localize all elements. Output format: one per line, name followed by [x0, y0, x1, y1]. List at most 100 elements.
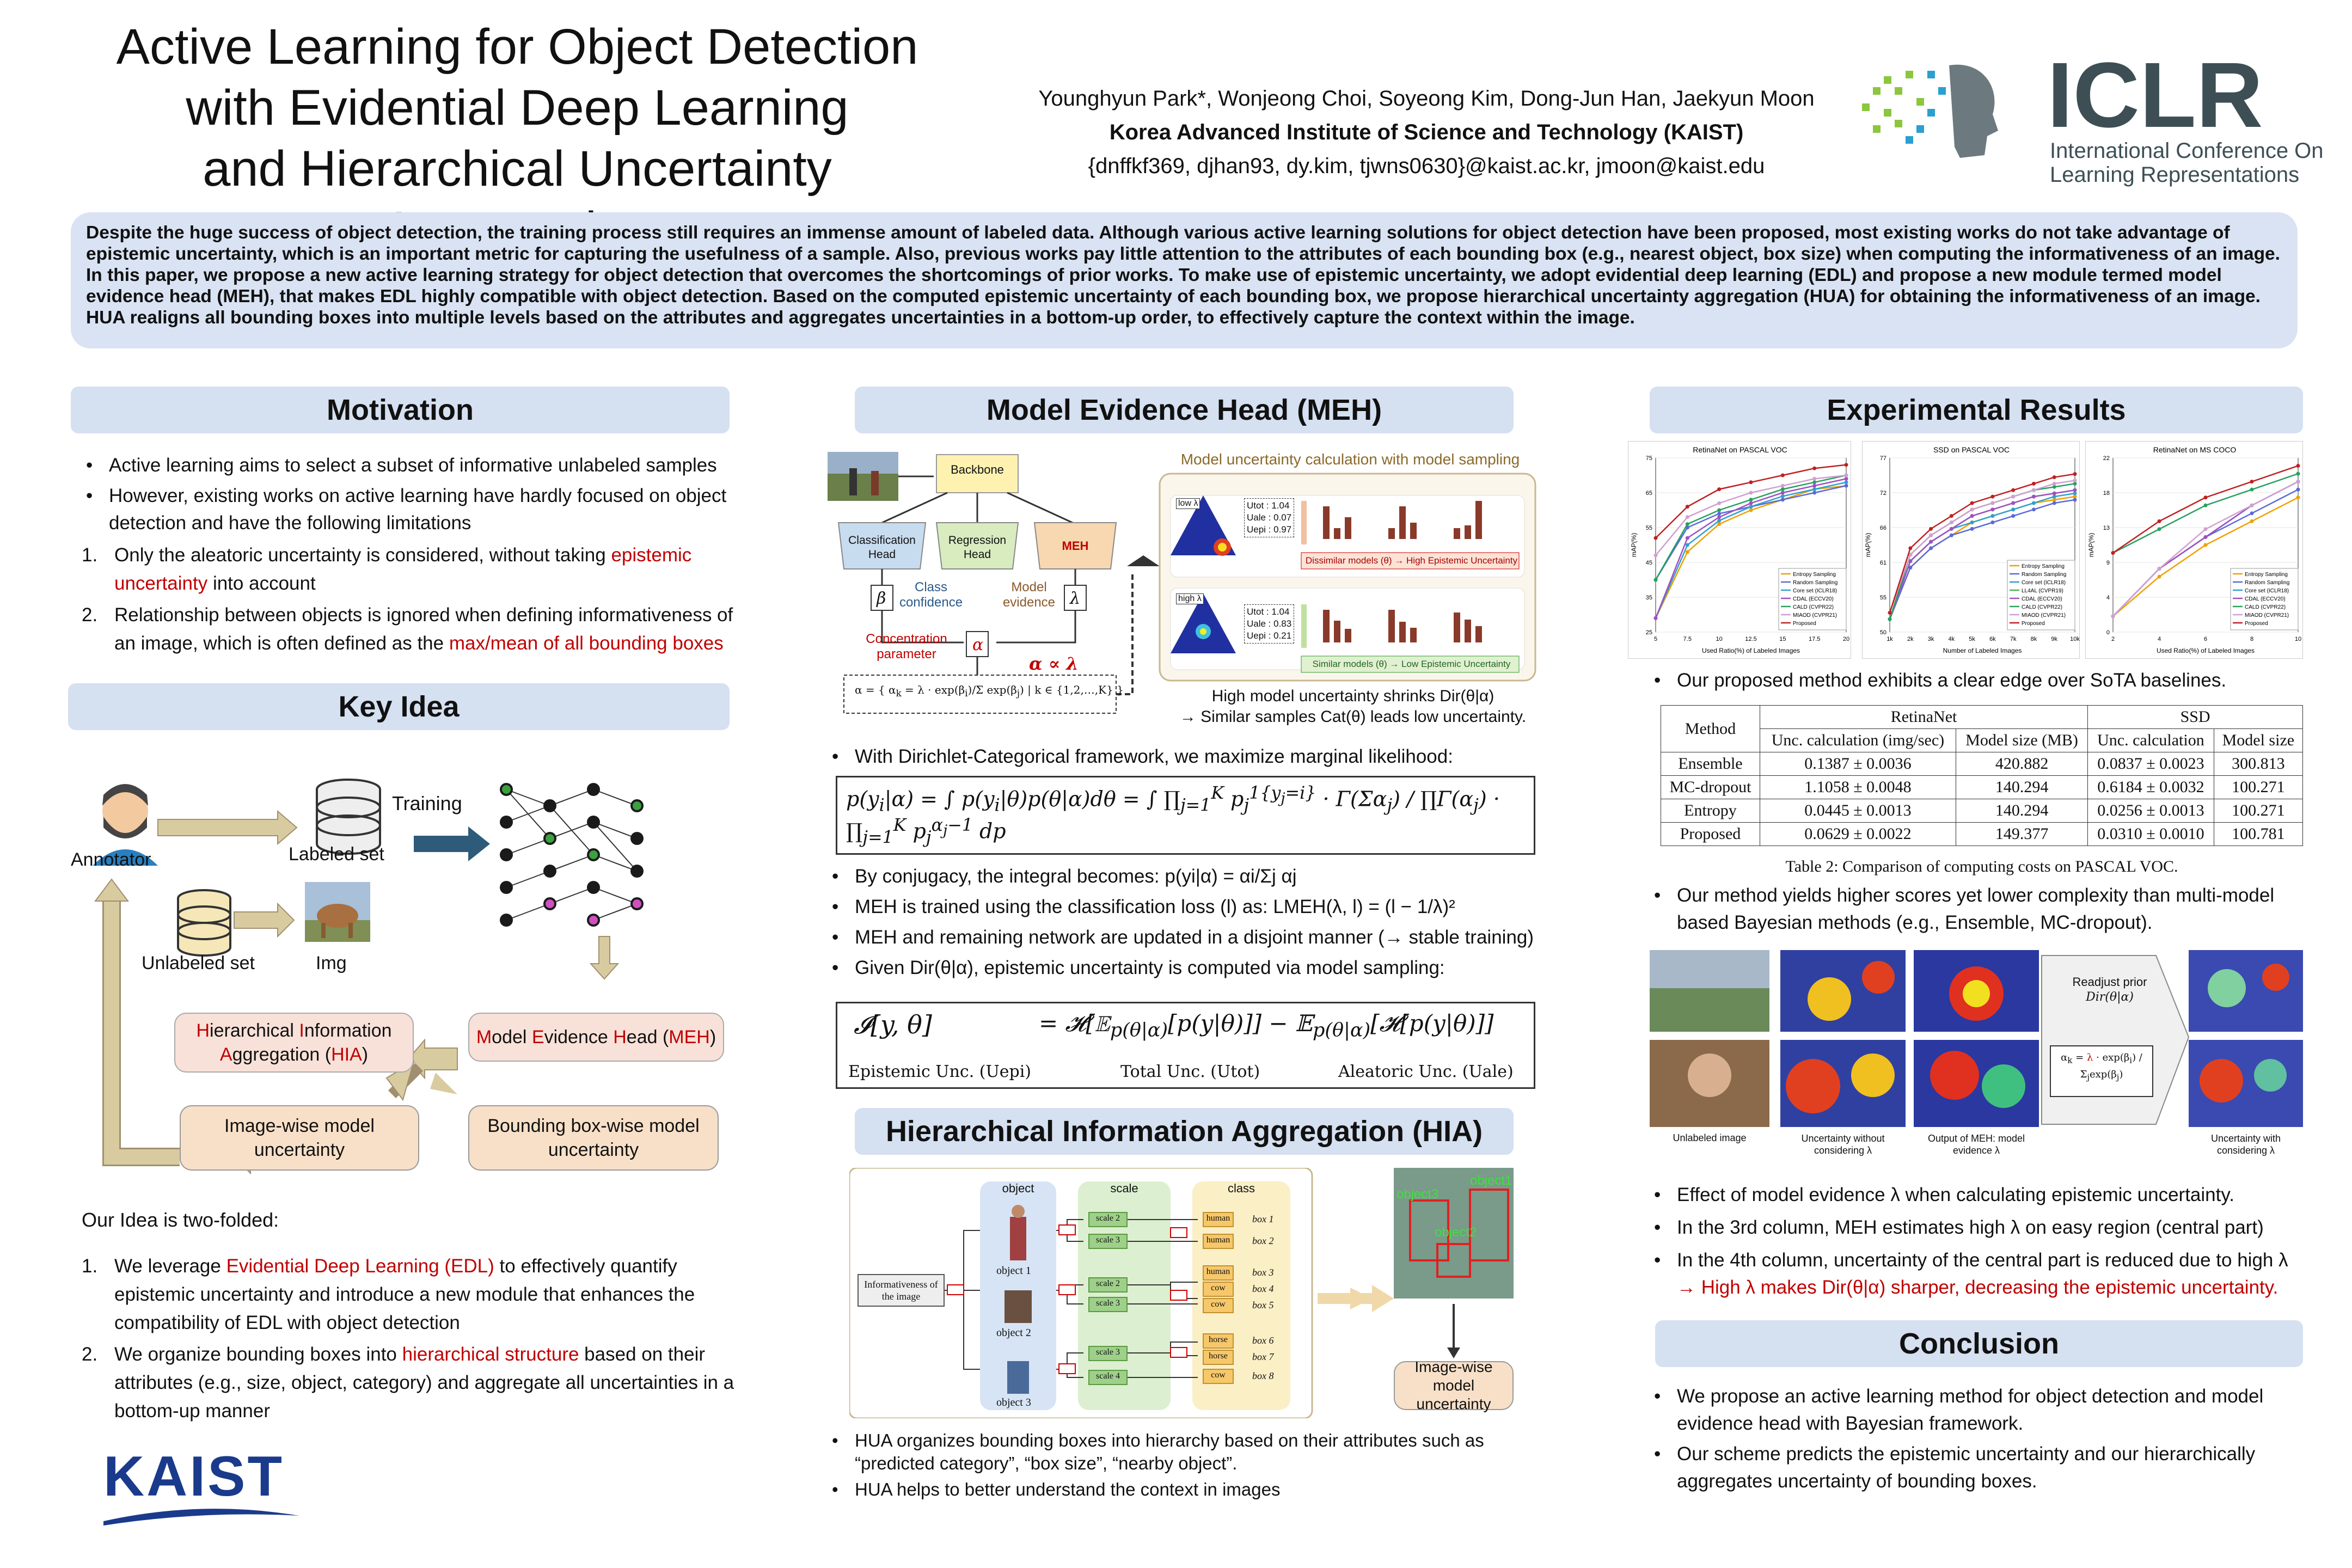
unlabeled-set-label: Unlabeled set: [142, 953, 255, 973]
data-point: [1990, 494, 1995, 499]
data-point: [1780, 491, 1785, 495]
data-point: [1717, 515, 1722, 519]
legend-entry: Random Sampling: [1793, 580, 1837, 586]
series-line: [2112, 473, 2299, 554]
regression-head-label: Regression Head: [948, 534, 1007, 561]
hia-class-1: human: [1206, 1214, 1230, 1223]
marginal-likelihood-equation: p(yi|α) = ∫ p(yi|θ)p(θ|α)dθ = ∫ ∏j=1K pj…: [836, 776, 1535, 855]
data-point: [1844, 483, 1848, 488]
high-lambda-tag: high λ: [1176, 593, 1204, 604]
results-bullet-2: Our method yields higher scores yet lowe…: [1644, 882, 2298, 936]
data-point: [2296, 480, 2300, 484]
data-point: [2073, 478, 2077, 482]
results-heading: Experimental Results: [1650, 387, 2303, 433]
data-point: [2073, 494, 2077, 499]
y-tick-label: 4: [2106, 595, 2110, 601]
data-point: [2031, 481, 2036, 486]
data-point: [1990, 501, 1995, 505]
x-tick-label: 2k: [1907, 636, 1914, 642]
qualitative-figure: Readjust prior Dir(θ|α) αk = λ · exp(βi) …: [1650, 945, 2303, 1157]
data-point: [2296, 471, 2300, 476]
legend-entry: Proposed: [2245, 621, 2268, 627]
data-point: [1949, 526, 1953, 531]
data-point: [2296, 495, 2300, 500]
data-point: [1780, 483, 1785, 488]
data-point: [1717, 508, 1722, 512]
x-tick-label: 10: [2295, 636, 2301, 642]
table-row: MC-dropout 1.1058 ± 0.0048 140.294 0.6184 ±…: [1661, 775, 2304, 799]
legend-box: [2007, 560, 2075, 630]
data-point: [1970, 507, 1974, 512]
series-line: [1889, 480, 2075, 613]
annotator-icon: [93, 784, 158, 866]
legend-box: [2230, 568, 2299, 630]
data-point: [1653, 553, 1658, 558]
results-bullet-5: In the 4th column, uncertainty of the ce…: [1644, 1247, 2303, 1301]
data-point: [2073, 472, 2077, 476]
data-point: [2011, 514, 2016, 518]
low-lambda-tag: low λ: [1176, 498, 1200, 509]
y-tick-label: 72: [1880, 490, 1886, 497]
iclr-logo-text: ICLR: [2047, 44, 2263, 147]
x-tick-label: 6: [2204, 636, 2207, 642]
legend-entry: Core set (ICLR18): [1793, 588, 1837, 594]
y-tick-label: 61: [1880, 560, 1886, 566]
data-point: [1970, 514, 1974, 518]
model-evidence-label: Model evidence: [1002, 580, 1056, 610]
data-point: [1685, 505, 1689, 509]
table-subheader: Model size (MB): [1955, 728, 2088, 752]
data-point: [2052, 491, 2056, 495]
data-point: [1685, 536, 1689, 540]
data-point: [1717, 487, 1722, 492]
hia-bullet-1: HUA organizes bounding boxes into hierar…: [822, 1429, 1530, 1475]
data-point: [1653, 536, 1658, 540]
data-point: [1717, 511, 1722, 516]
y-tick-label: 25: [1646, 629, 1652, 636]
legend-box: [1778, 568, 1847, 630]
hia-box-6: box 6: [1252, 1335, 1274, 1346]
table-header-method: Method: [1661, 705, 1760, 752]
readjust-prior-label: Readjust prior Dir(θ|α): [2072, 975, 2147, 1004]
database-icon-unlabeled: [177, 889, 231, 957]
data-point: [1780, 494, 1785, 498]
data-point: [1949, 520, 1953, 525]
legend-entry: Proposed: [2022, 621, 2045, 627]
data-point: [1653, 616, 1658, 620]
alpha-definition: α = { αk = λ · exp(βi)/Σ exp(βj) | k ∈ {…: [855, 683, 1124, 699]
meh-bullet-3: MEH and remaining network are updated in…: [822, 924, 1541, 951]
x-tick-label: 12.5: [1745, 636, 1756, 642]
motivation-bullet-2: However, existing works on active learni…: [76, 482, 746, 537]
hia-bullet-2: HUA helps to better understand the conte…: [822, 1478, 1530, 1501]
data-point: [1888, 617, 1892, 621]
data-point: [2073, 498, 2077, 502]
legend-entry: MIAOD (CVPR21): [2245, 612, 2289, 618]
legend-entry: Entropy Sampling: [2245, 572, 2288, 578]
results-bullet-3: Effect of model evidence λ when calculat…: [1644, 1181, 2303, 1209]
data-point: [1749, 508, 1753, 512]
y-tick-label: 50: [1880, 629, 1886, 636]
conclusion-bullets: We propose an active learning method for…: [1644, 1383, 2303, 1498]
similar-models-label: Similar models (θ) → Low Epistemic Uncer…: [1312, 659, 1511, 669]
hia-col-object: object: [1002, 1181, 1034, 1195]
hia-scale-3: scale 2: [1096, 1279, 1120, 1288]
data-point: [1990, 507, 1995, 512]
x-axis-label: Used Ratio(%) of Labeled Images: [1702, 647, 1800, 654]
total-label: Total Unc. (Utot): [1120, 1062, 1260, 1081]
legend-entry: Core set (ICLR18): [2022, 580, 2066, 586]
legend-entry: CALD (CVPR22): [2245, 604, 2286, 610]
data-point: [1990, 514, 1995, 518]
data-point: [1717, 518, 1722, 523]
y-tick-label: 55: [1646, 525, 1652, 531]
hia-object-3: object 3: [996, 1396, 1031, 1408]
data-point: [2250, 511, 2254, 516]
data-point: [2052, 494, 2056, 499]
data-point: [2011, 507, 2016, 512]
legend-entry: MIAOD (CVPR21): [2022, 612, 2066, 618]
iclr-subtitle: International Conference On Learning Rep…: [2050, 139, 2324, 187]
hia-scale-2: scale 3: [1096, 1235, 1120, 1245]
hia-box: Hierarchical Information Aggregation (HIA…: [174, 1013, 414, 1073]
hia-diagram: object scale class Informativeness of th…: [849, 1168, 1535, 1418]
emails: {dnffkf369, djhan93, dy.kim, tjwns0630}@…: [1088, 154, 1765, 178]
readjust-formula: αk = λ · exp(βi) / Σjexp(βj): [2050, 1045, 2153, 1097]
data-point: [2011, 501, 2016, 505]
